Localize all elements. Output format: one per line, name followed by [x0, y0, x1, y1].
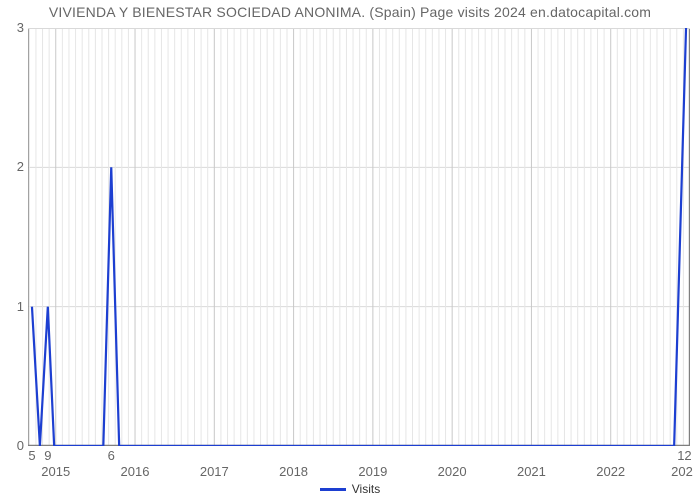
y-tick-label: 1 [6, 299, 24, 314]
legend: Visits [0, 482, 700, 496]
x-tick-label: 2020 [438, 464, 467, 479]
x-tick-label: 2019 [358, 464, 387, 479]
legend-swatch [320, 488, 346, 491]
y-tick-label: 3 [6, 20, 24, 35]
x-tick-label: 2018 [279, 464, 308, 479]
x-tick-label: 2021 [517, 464, 546, 479]
data-point-label: 6 [108, 448, 115, 463]
chart-container: VIVIENDA Y BIENESTAR SOCIEDAD ANONIMA. (… [0, 0, 700, 500]
data-point-label: 5 [28, 448, 35, 463]
x-tick-label: 2017 [200, 464, 229, 479]
data-point-label: 9 [44, 448, 51, 463]
chart-title: VIVIENDA Y BIENESTAR SOCIEDAD ANONIMA. (… [0, 4, 700, 20]
chart-svg [28, 28, 690, 446]
legend-label: Visits [352, 482, 380, 496]
y-tick-label: 0 [6, 438, 24, 453]
plot-area [28, 28, 690, 446]
x-tick-label: 2016 [121, 464, 150, 479]
y-tick-label: 2 [6, 159, 24, 174]
x-tick-label: 2022 [596, 464, 625, 479]
data-point-label: 12 [677, 448, 691, 463]
x-tick-label: 2015 [41, 464, 70, 479]
x-tick-label: 202 [671, 464, 693, 479]
